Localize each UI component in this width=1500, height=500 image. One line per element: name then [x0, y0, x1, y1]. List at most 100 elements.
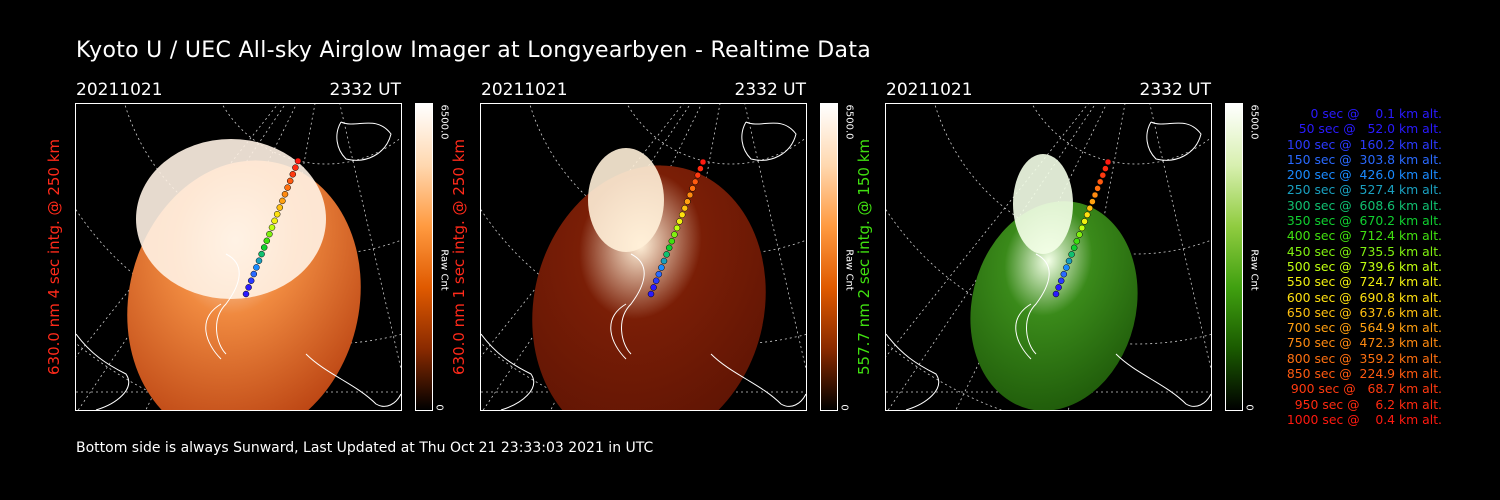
coastline: [76, 333, 129, 410]
trajectory-point: [1060, 270, 1068, 278]
coastline: [336, 121, 392, 161]
trajectory-point: [242, 290, 250, 298]
trajectory-legend-row: 100 sec @ 160.2 km alt.: [1286, 136, 1442, 152]
longitude-grid-line: [744, 104, 806, 371]
allsky-map-svg: [481, 104, 806, 410]
trajectory-legend-row: 250 sec @ 527.4 km alt.: [1286, 182, 1442, 198]
trajectory-point: [1086, 204, 1094, 212]
trajectory-point: [1073, 237, 1081, 245]
colorbar: [415, 103, 433, 411]
trajectory-point: [668, 237, 676, 245]
trajectory-legend-row: 850 sec @ 224.9 km alt.: [1286, 366, 1442, 382]
trajectory-point: [676, 218, 683, 225]
trajectory-legend-row: 200 sec @ 426.0 km alt.: [1286, 167, 1442, 183]
colorbar: [820, 103, 838, 411]
footer-note: Bottom side is always Sunward, Last Upda…: [76, 440, 654, 456]
coastline: [886, 333, 939, 410]
colorbar-min: 0: [838, 404, 850, 411]
trajectory-point: [268, 224, 276, 231]
colorbar-max: 6500.0: [1248, 104, 1260, 140]
colorbar-unit: Raw Cnt: [1248, 249, 1260, 291]
colorbar: [1225, 103, 1243, 411]
trajectory-point: [273, 210, 281, 218]
trajectory-legend-row: 800 sec @ 359.2 km alt.: [1286, 350, 1442, 366]
trajectory-point: [1102, 165, 1109, 172]
panel-date: 20211021: [886, 80, 973, 100]
airglow-image: [970, 201, 1138, 410]
trajectory-point: [1091, 191, 1099, 199]
wavelength-label: 630.0 nm 1 sec intg. @ 250 km: [450, 138, 468, 376]
trajectory-point: [647, 290, 655, 298]
trajectory-point: [684, 198, 691, 205]
panel-time: 2332 UT: [734, 80, 807, 100]
allsky-image: [75, 103, 402, 411]
trajectory-point: [292, 164, 299, 171]
panel-date: 20211021: [481, 80, 568, 100]
page-title: Kyoto U / UEC All-sky Airglow Imager at …: [76, 38, 872, 63]
trajectory-legend-row: 350 sec @ 670.2 km alt.: [1286, 213, 1442, 229]
trajectory-point: [271, 217, 278, 225]
trajectory-legend-row: 150 sec @ 303.8 km alt.: [1286, 151, 1442, 167]
trajectory-point: [1099, 171, 1107, 179]
trajectory-point: [694, 171, 702, 179]
coastline: [610, 253, 645, 360]
panel-date: 20211021: [76, 80, 163, 100]
trajectory-point: [260, 244, 268, 251]
latitude-grid-line: [886, 208, 1211, 345]
trajectory-legend-row: 750 sec @ 472.3 km alt.: [1286, 335, 1442, 351]
trajectory-point: [1081, 218, 1088, 225]
trajectory-point: [286, 177, 294, 185]
trajectory-legend-row: 550 sec @ 724.7 km alt.: [1286, 274, 1442, 290]
trajectory-point: [279, 197, 286, 205]
trajectory-legend-row: 650 sec @ 637.6 km alt.: [1286, 304, 1442, 320]
allsky-image: [885, 103, 1212, 411]
trajectory-legend-row: 50 sec @ 52.0 km alt.: [1298, 121, 1442, 137]
trajectory-point: [1068, 251, 1075, 258]
trajectory-point: [276, 204, 284, 211]
trajectory-legend-row: 400 sec @ 712.4 km alt.: [1286, 228, 1442, 244]
trajectory-point: [1083, 211, 1091, 219]
wavelength-label: 630.0 nm 4 sec intg. @ 250 km: [45, 138, 63, 376]
panel-2: 20211021 2332 UT 630.0 nm 1 sec intg. @ …: [450, 80, 881, 430]
panel-1: 20211021 2332 UT 630.0 nm 4 sec intg. @ …: [45, 80, 476, 430]
trajectory-point: [263, 237, 271, 245]
airglow-image: [532, 165, 766, 410]
panel-time: 2332 UT: [1139, 80, 1212, 100]
allsky-map-svg: [886, 104, 1211, 410]
trajectory-point: [255, 257, 263, 264]
trajectory-legend-row: 900 sec @ 68.7 km alt.: [1290, 381, 1442, 397]
trajectory-point: [266, 230, 273, 238]
trajectory-legend-row: 700 sec @ 564.9 km alt.: [1286, 320, 1442, 336]
trajectory-point: [1089, 198, 1096, 205]
trajectory-point: [665, 244, 673, 252]
trajectory-point: [678, 211, 686, 219]
bright-emission-region: [1013, 154, 1073, 254]
trajectory-point: [1063, 264, 1070, 271]
trajectory-point: [281, 191, 289, 198]
coastline: [1015, 253, 1050, 360]
trajectory-point: [663, 251, 670, 258]
trajectory-point: [689, 185, 696, 192]
bright-emission-region: [588, 148, 664, 252]
panel-time: 2332 UT: [329, 80, 402, 100]
trajectory-point: [1076, 231, 1083, 238]
trajectory-point: [697, 165, 704, 172]
trajectory-point: [1055, 284, 1062, 291]
trajectory-legend-row: 600 sec @ 690.8 km alt.: [1286, 289, 1442, 305]
trajectory-point: [1096, 178, 1104, 186]
trajectory-point: [655, 270, 663, 278]
coastline: [481, 333, 534, 410]
trajectory-point: [671, 231, 678, 238]
trajectory-point: [253, 264, 260, 271]
bright-emission-region: [136, 139, 326, 299]
trajectory-point: [652, 277, 660, 285]
trajectory-point: [289, 171, 297, 178]
allsky-image: [480, 103, 807, 411]
trajectory-point: [1052, 290, 1060, 298]
trajectory-point: [686, 191, 694, 199]
trajectory-point: [1070, 244, 1078, 252]
trajectory-legend-row: 450 sec @ 735.5 km alt.: [1286, 243, 1442, 259]
trajectory-point: [658, 264, 665, 271]
trajectory-point: [245, 284, 252, 291]
panel-3: 20211021 2332 UT 557.7 nm 2 sec intg. @ …: [855, 80, 1286, 430]
